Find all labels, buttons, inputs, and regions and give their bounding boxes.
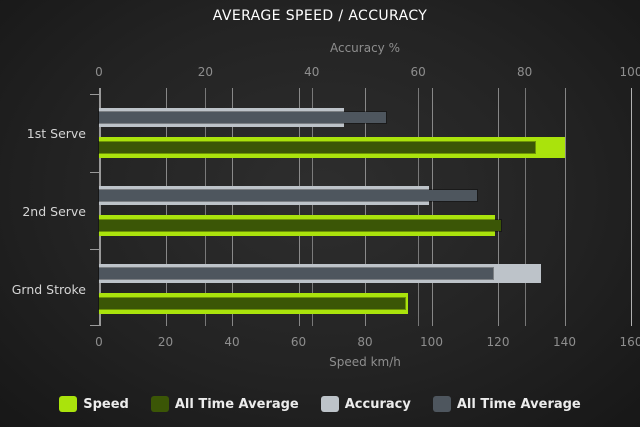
accuracy-alltime-bar <box>99 189 477 201</box>
category-tick-1 <box>90 171 99 173</box>
bottom-tick-140: 140 <box>553 335 576 349</box>
accuracy-gridline-60 <box>418 88 420 326</box>
legend-swatch <box>59 396 78 412</box>
accuracy-alltime-bar <box>99 111 387 123</box>
category-label-3: Grnd Stroke <box>11 281 86 297</box>
plot-area <box>90 88 632 326</box>
speed-gridline-60 <box>298 88 300 326</box>
top-tick-80: 80 <box>516 65 533 79</box>
legend-swatch <box>320 396 339 412</box>
speed-gridline-120 <box>498 88 499 326</box>
legend-item-accuracy[interactable]: Accuracy <box>320 396 411 412</box>
speed-alltime-bar <box>99 141 535 153</box>
legend-item-all-time-average[interactable]: All Time Average <box>150 396 299 412</box>
category-tick-2 <box>90 249 99 251</box>
top-tick-40: 40 <box>304 65 320 79</box>
value-axis-line <box>99 88 101 326</box>
chart-title: AVERAGE SPEED / ACCURACY <box>212 8 428 24</box>
speed-alltime-bar <box>99 219 502 231</box>
category-tick-0 <box>90 94 99 95</box>
top-tick-100: 100 <box>619 65 640 79</box>
category-tick-3 <box>90 325 99 326</box>
bottom-tick-60: 60 <box>290 335 307 349</box>
bottom-tick-20: 20 <box>157 335 174 349</box>
bottom-tick-0: 0 <box>95 335 103 349</box>
legend-label: All Time Average <box>456 396 581 412</box>
accuracy-gridline-80 <box>524 88 526 326</box>
bottom-tick-160: 160 <box>619 335 640 349</box>
top-tick-20: 20 <box>197 65 214 79</box>
category-label-2: 2nd Serve <box>22 203 86 219</box>
category-label-1: 1st Serve <box>26 125 86 141</box>
accuracy-gridline-40 <box>311 88 313 326</box>
top-tick-0: 0 <box>95 65 103 79</box>
speed-gridline-20 <box>165 88 167 326</box>
legend-label: All Time Average <box>174 396 299 412</box>
legend-swatch <box>432 396 451 412</box>
accuracy-gridline-20 <box>205 88 207 326</box>
top-tick-60: 60 <box>410 65 426 79</box>
speed-gridline-80 <box>365 88 366 326</box>
legend-label: Accuracy <box>344 396 411 412</box>
bottom-tick-80: 80 <box>357 335 373 349</box>
bottom-tick-100: 100 <box>420 335 443 349</box>
speed-gridline-40 <box>232 88 233 326</box>
speed-gridline-140 <box>564 88 566 326</box>
legend-label: Speed <box>83 396 129 412</box>
bottom-tick-40: 40 <box>224 335 240 349</box>
legend-swatch <box>150 396 169 412</box>
speed-gridline-100 <box>431 88 433 326</box>
accuracy-alltime-bar <box>99 267 493 279</box>
bottom-tick-120: 120 <box>486 335 510 349</box>
legend-item-all-time-average[interactable]: All Time Average <box>432 396 581 412</box>
top-axis-title: Accuracy % <box>329 41 400 55</box>
legend: Speed All Time Average Accuracy All Time Av… <box>0 396 640 412</box>
speed-alltime-bar <box>99 297 405 309</box>
legend-item-speed[interactable]: Speed <box>59 396 129 412</box>
accuracy-gridline-100 <box>631 88 632 326</box>
speed-gridline-160 <box>631 88 632 326</box>
bottom-axis-title: Speed km/h <box>329 355 401 369</box>
